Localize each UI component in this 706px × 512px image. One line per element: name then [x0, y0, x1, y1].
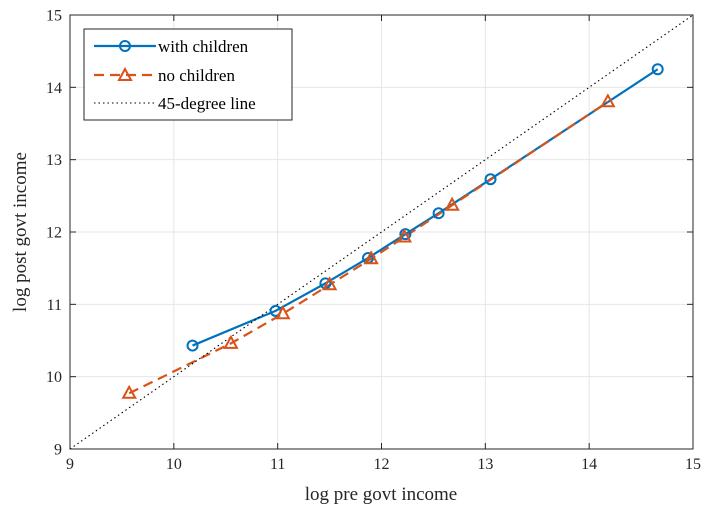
y-tick-label: 14 — [46, 80, 62, 97]
legend-triangle-marker-icon — [117, 66, 133, 81]
series-layer — [70, 15, 693, 449]
data-point-no-children — [223, 334, 239, 349]
y-tick-label: 15 — [46, 8, 62, 25]
legend-entry-with-children: with children — [94, 37, 249, 56]
data-point-no-children — [363, 250, 379, 265]
legend: with children no children 45-degree line — [83, 28, 293, 121]
legend-circle-marker-icon — [119, 40, 131, 52]
y-axis-label: log post govt income — [10, 152, 31, 312]
x-tick-label: 11 — [270, 456, 285, 473]
legend-label-no-children: no children — [158, 66, 235, 85]
x-tick-label: 10 — [166, 456, 182, 473]
data-point-no-children — [600, 93, 616, 108]
data-point-no-children — [444, 196, 460, 211]
y-tick-label: 11 — [47, 297, 62, 314]
series-line-with-children — [192, 68, 659, 347]
y-tick-label: 10 — [46, 369, 62, 386]
data-point-with-children — [484, 173, 497, 186]
x-tick-label: 13 — [477, 456, 493, 473]
x-tick-label: 12 — [374, 456, 390, 473]
y-tick-label: 9 — [54, 442, 62, 459]
data-point-with-children — [399, 228, 412, 241]
tick-labels: 9 10 11 12 13 14 15 9 10 11 12 13 14 15 — [46, 8, 701, 474]
data-point-with-children — [432, 207, 445, 220]
data-point-no-children — [321, 276, 338, 291]
data-point-with-children — [186, 339, 199, 352]
ticks — [69, 14, 694, 450]
marker-layer — [121, 63, 664, 399]
data-point-no-children — [396, 228, 413, 243]
x-tick-label: 15 — [685, 456, 701, 473]
legend-entry-45-degree-line: 45-degree line — [94, 94, 256, 113]
x-tick-label: 14 — [581, 456, 597, 473]
x-tick-label: 9 — [66, 456, 74, 473]
legend-entry-no-children: no children — [94, 66, 235, 85]
data-point-with-children — [651, 63, 664, 76]
legend-label-with-children: with children — [158, 37, 249, 56]
data-point-no-children — [121, 384, 137, 399]
y-tick-label: 13 — [46, 152, 62, 169]
y-tick-label: 12 — [46, 225, 62, 242]
data-point-no-children — [275, 305, 291, 320]
x-axis-label: log pre govt income — [305, 484, 458, 505]
legend-label-45-degree-line: 45-degree line — [158, 94, 256, 113]
series-line-45-degree — [70, 15, 693, 449]
